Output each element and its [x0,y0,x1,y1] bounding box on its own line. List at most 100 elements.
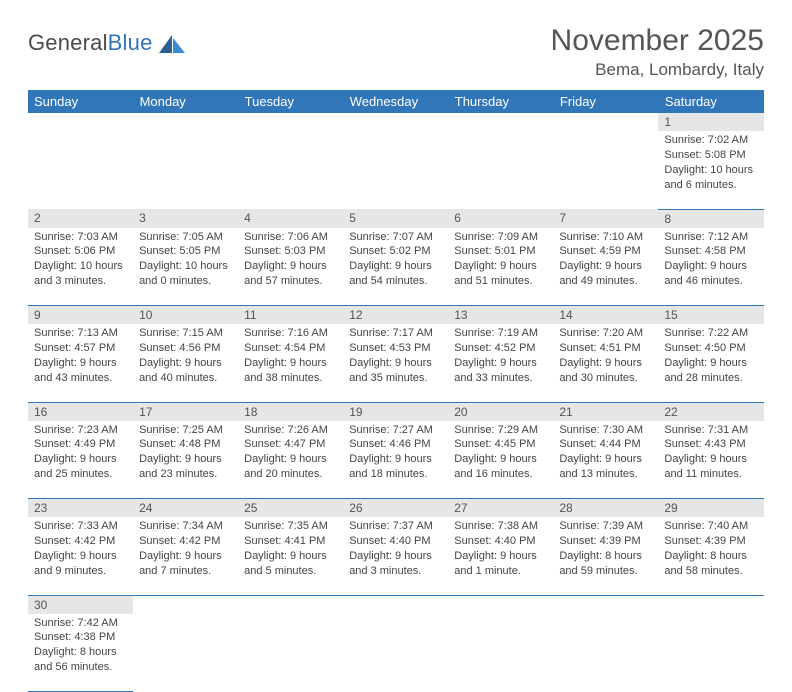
day-number: 17 [133,403,238,421]
sunrise-text: Sunrise: 7:05 AM [139,230,232,245]
sunset-text: Sunset: 4:42 PM [34,534,127,549]
day-number: 2 [28,209,133,227]
daylight-text: Daylight: 10 hours and 6 minutes. [664,163,757,193]
sunrise-text: Sunrise: 7:33 AM [34,519,127,534]
day-number: 22 [658,403,763,421]
sunrise-text: Sunrise: 7:20 AM [559,326,652,341]
month-title: November 2025 [551,24,764,58]
day-number: 28 [553,499,658,517]
sunset-text: Sunset: 5:03 PM [244,244,337,259]
day-number: 11 [238,306,343,324]
day-number: 14 [553,306,658,324]
daylight-text: Daylight: 9 hours and 57 minutes. [244,259,337,289]
weekday-head: Monday [133,90,238,113]
daylight-text: Daylight: 10 hours and 0 minutes. [139,259,232,289]
sunset-text: Sunset: 4:42 PM [139,534,232,549]
sunset-text: Sunset: 4:57 PM [34,341,127,356]
daylight-text: Daylight: 9 hours and 28 minutes. [664,356,757,386]
sunrise-text: Sunrise: 7:15 AM [139,326,232,341]
sunset-text: Sunset: 5:05 PM [139,244,232,259]
day-number: 19 [343,403,448,421]
sunrise-text: Sunrise: 7:10 AM [559,230,652,245]
day-number: 8 [658,210,763,228]
day-number: 7 [553,209,658,227]
day-number: 6 [448,209,553,227]
week-row: Sunrise: 7:33 AMSunset: 4:42 PMDaylight:… [28,517,764,595]
sunrise-text: Sunrise: 7:29 AM [454,423,547,438]
location: Bema, Lombardy, Italy [551,60,764,80]
day-number: 29 [658,499,763,517]
brand-name: GeneralBlue [28,30,153,56]
sunset-text: Sunset: 4:43 PM [664,437,757,452]
weekday-head: Thursday [448,90,553,113]
day-cell: Sunrise: 7:30 AMSunset: 4:44 PMDaylight:… [553,421,658,486]
weekday-head: Tuesday [238,90,343,113]
sunset-text: Sunset: 4:53 PM [349,341,442,356]
daylight-text: Daylight: 8 hours and 59 minutes. [559,549,652,579]
sunrise-text: Sunrise: 7:42 AM [34,616,127,631]
day-cell: Sunrise: 7:09 AMSunset: 5:01 PMDaylight:… [448,228,553,293]
sunset-text: Sunset: 4:41 PM [244,534,337,549]
day-number: 5 [343,209,448,227]
day-cell: Sunrise: 7:25 AMSunset: 4:48 PMDaylight:… [133,421,238,486]
day-number: 3 [133,209,238,227]
day-cell: Sunrise: 7:17 AMSunset: 4:53 PMDaylight:… [343,324,448,389]
sunrise-text: Sunrise: 7:22 AM [664,326,757,341]
sunset-text: Sunset: 4:48 PM [139,437,232,452]
daylight-text: Daylight: 9 hours and 33 minutes. [454,356,547,386]
day-cell: Sunrise: 7:37 AMSunset: 4:40 PMDaylight:… [343,517,448,582]
sunrise-text: Sunrise: 7:34 AM [139,519,232,534]
sunset-text: Sunset: 4:58 PM [664,244,757,259]
sunrise-text: Sunrise: 7:37 AM [349,519,442,534]
sunset-text: Sunset: 4:52 PM [454,341,547,356]
day-number: 20 [448,403,553,421]
weekday-header-row: Sunday Monday Tuesday Wednesday Thursday… [28,90,764,113]
sunset-text: Sunset: 4:56 PM [139,341,232,356]
sunrise-text: Sunrise: 7:09 AM [454,230,547,245]
daylight-text: Daylight: 9 hours and 49 minutes. [559,259,652,289]
day-cell: Sunrise: 7:16 AMSunset: 4:54 PMDaylight:… [238,324,343,389]
day-cell: Sunrise: 7:03 AMSunset: 5:06 PMDaylight:… [28,228,133,293]
sunrise-text: Sunrise: 7:31 AM [664,423,757,438]
sunrise-text: Sunrise: 7:27 AM [349,423,442,438]
daylight-text: Daylight: 9 hours and 9 minutes. [34,549,127,579]
sunrise-text: Sunrise: 7:03 AM [34,230,127,245]
sunrise-text: Sunrise: 7:26 AM [244,423,337,438]
brand-name-2: Blue [108,30,153,55]
sunset-text: Sunset: 4:47 PM [244,437,337,452]
day-cell: Sunrise: 7:15 AMSunset: 4:56 PMDaylight:… [133,324,238,389]
daylight-text: Daylight: 8 hours and 58 minutes. [664,549,757,579]
sunrise-text: Sunrise: 7:39 AM [559,519,652,534]
sunrise-text: Sunrise: 7:19 AM [454,326,547,341]
day-number: 4 [238,209,343,227]
sunset-text: Sunset: 5:01 PM [454,244,547,259]
day-number-row: 16171819202122 [28,402,764,421]
day-number: 26 [343,499,448,517]
day-number-row: 9101112131415 [28,306,764,325]
daylight-text: Daylight: 9 hours and 54 minutes. [349,259,442,289]
daylight-text: Daylight: 9 hours and 38 minutes. [244,356,337,386]
sunrise-text: Sunrise: 7:35 AM [244,519,337,534]
daylight-text: Daylight: 9 hours and 7 minutes. [139,549,232,579]
day-number: 1 [658,113,763,131]
sunset-text: Sunset: 4:44 PM [559,437,652,452]
day-cell: Sunrise: 7:38 AMSunset: 4:40 PMDaylight:… [448,517,553,582]
header: GeneralBlue November 2025 Bema, Lombardy… [28,24,764,80]
day-number: 25 [238,499,343,517]
week-row: Sunrise: 7:03 AMSunset: 5:06 PMDaylight:… [28,228,764,306]
daylight-text: Daylight: 9 hours and 40 minutes. [139,356,232,386]
sunset-text: Sunset: 4:39 PM [664,534,757,549]
day-number-row: 30 [28,595,764,614]
day-number: 12 [343,306,448,324]
sunrise-text: Sunrise: 7:23 AM [34,423,127,438]
day-cell: Sunrise: 7:07 AMSunset: 5:02 PMDaylight:… [343,228,448,293]
brand-name-1: General [28,30,108,55]
sunrise-text: Sunrise: 7:13 AM [34,326,127,341]
day-number: 10 [133,306,238,324]
sunset-text: Sunset: 4:45 PM [454,437,547,452]
title-block: November 2025 Bema, Lombardy, Italy [551,24,764,80]
day-number-row: 1 [28,113,764,131]
brand-logo: GeneralBlue [28,30,185,56]
sunrise-text: Sunrise: 7:16 AM [244,326,337,341]
day-cell: Sunrise: 7:35 AMSunset: 4:41 PMDaylight:… [238,517,343,582]
